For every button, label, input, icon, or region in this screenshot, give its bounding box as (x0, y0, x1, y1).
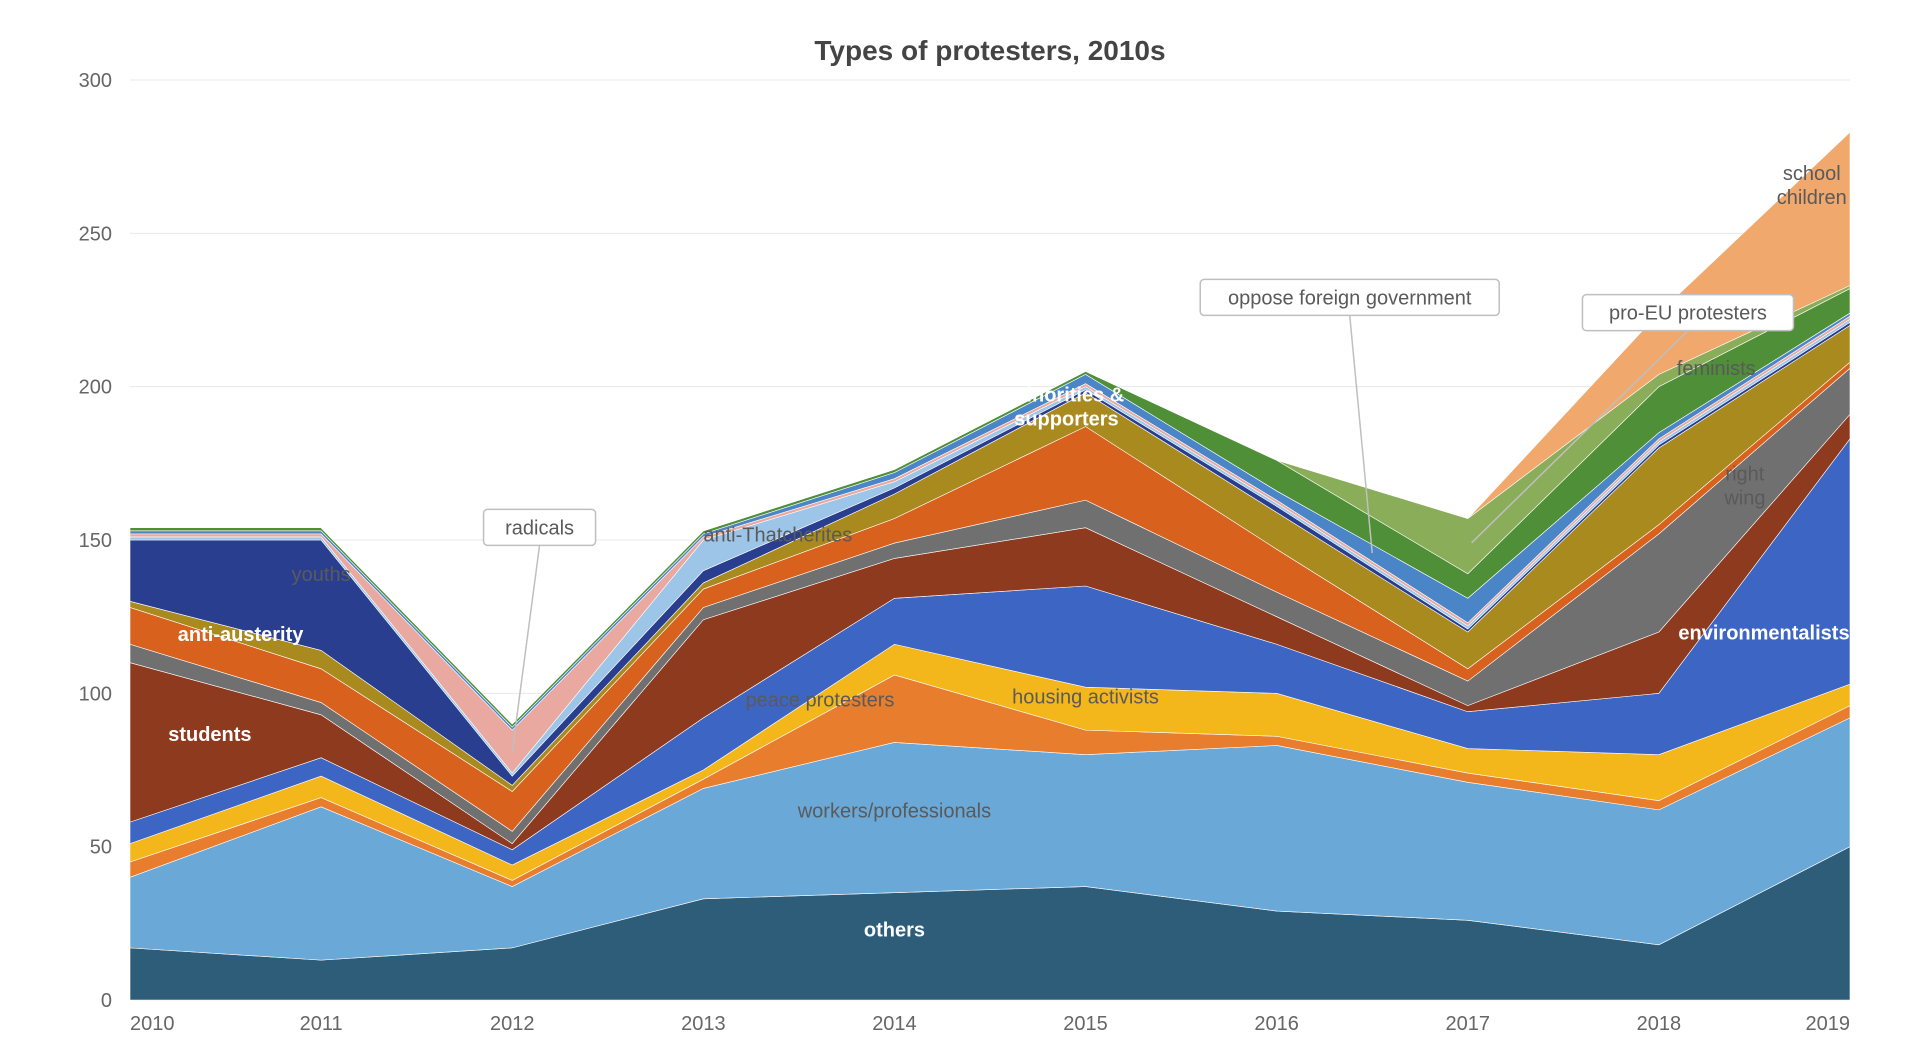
x-tick-label: 2018 (1637, 1013, 1682, 1035)
label-school_children: school (1783, 163, 1841, 185)
y-tick-label: 0 (101, 990, 112, 1012)
label-school_children: children (1777, 187, 1847, 209)
callout-text-oppose_foreign: oppose foreign government (1228, 287, 1472, 309)
label-anti_austerity: anti-austerity (178, 624, 304, 646)
x-tick-label: 2010 (130, 1013, 175, 1035)
chart-container: 0 50 100 150 200 250 300 2010 2011 2012 2013 2014 20… (40, 20, 1880, 1040)
callout-text-radicals: radicals (505, 517, 574, 539)
x-tick-label: 2017 (1446, 1013, 1491, 1035)
y-tick-label: 100 (79, 683, 112, 705)
x-tick-label: 2012 (490, 1013, 535, 1035)
callout-text-pro_eu: pro-EU protesters (1609, 303, 1767, 325)
y-tick-label: 300 (79, 70, 112, 92)
x-tick-label: 2013 (681, 1013, 726, 1035)
label-housing: housing activists (1012, 687, 1159, 709)
label-minorities: minorities & (1009, 384, 1125, 406)
chart-title: Types of protesters, 2010s (814, 35, 1165, 66)
label-youths: youths (292, 564, 351, 586)
y-tick-label: 150 (79, 530, 112, 552)
label-environmentalists: environmentalists (1678, 623, 1849, 645)
label-others: others (864, 919, 925, 941)
label-anti_thatcherites: anti-Thatcherites (703, 524, 852, 546)
y-tick-label: 50 (90, 837, 112, 859)
y-tick-label: 250 (79, 223, 112, 245)
stacked-area-chart: 0 50 100 150 200 250 300 2010 2011 2012 2013 2014 20… (40, 20, 1880, 1040)
label-feminists: feminists (1677, 358, 1756, 380)
label-peace: peace protesters (745, 690, 894, 712)
x-tick-label: 2015 (1063, 1013, 1108, 1035)
x-tick-label: 2019 (1806, 1013, 1851, 1035)
label-workers: workers/professionals (797, 801, 991, 823)
y-tick-label: 200 (79, 377, 112, 399)
x-tick-label: 2011 (300, 1013, 343, 1035)
label-right_wing: right (1725, 464, 1764, 486)
label-right_wing: wing (1723, 488, 1765, 510)
x-tick-label: 2014 (872, 1013, 917, 1035)
x-tick-label: 2016 (1254, 1013, 1299, 1035)
label-minorities: supporters (1014, 408, 1118, 430)
label-students: students (168, 724, 251, 746)
